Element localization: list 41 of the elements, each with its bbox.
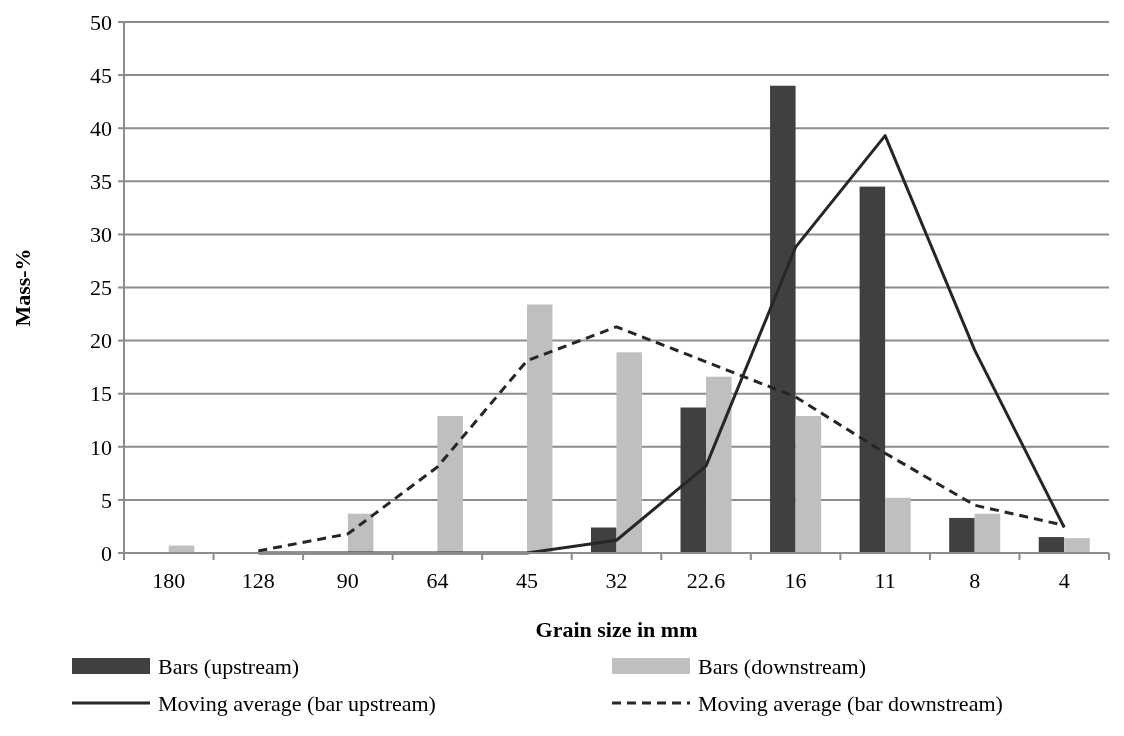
y-axis-title: Mass-% (10, 248, 35, 327)
y-tick-label: 15 (90, 381, 112, 407)
x-axis-title: Grain size in mm (535, 617, 698, 642)
bar (795, 416, 822, 553)
bar (680, 407, 707, 553)
x-tick-label: 90 (336, 568, 359, 593)
y-tick-label: 0 (101, 540, 112, 566)
y-tick-label: 20 (90, 328, 112, 354)
bar (1064, 538, 1090, 553)
x-tick-label: 128 (241, 568, 275, 593)
x-tick-label: 8 (969, 568, 981, 593)
y-tick-label: 5 (101, 487, 112, 513)
legend-label: Moving average (bar upstream) (158, 690, 436, 716)
bar (706, 376, 732, 553)
bar (949, 517, 975, 553)
x-tick-label: 180 (152, 568, 186, 593)
x-tick-label: 4 (1058, 568, 1070, 593)
y-tick-label: 45 (90, 62, 112, 88)
bar (1038, 537, 1065, 553)
legend-label: Moving average (bar downstream) (698, 690, 1003, 716)
x-tick-label: 64 (426, 568, 449, 593)
bar (526, 304, 553, 553)
y-tick-label: 30 (90, 222, 112, 248)
x-tick-label: 32 (605, 568, 628, 593)
bar (616, 352, 643, 553)
legend-label: Bars (upstream) (158, 653, 300, 679)
legend-label: Bars (downstream) (698, 653, 867, 679)
y-tick-label: 50 (90, 9, 112, 35)
x-tick-label: 16 (784, 568, 807, 593)
x-tick-label: 45 (515, 568, 538, 593)
y-tick-label: 10 (90, 434, 112, 460)
bar (885, 497, 911, 553)
bar (437, 416, 463, 553)
y-tick-label: 40 (90, 115, 112, 141)
bar (974, 513, 1001, 553)
x-tick-label: 11 (874, 568, 896, 593)
bar (770, 85, 796, 553)
y-tick-label: 35 (90, 169, 112, 194)
x-tick-label: 22.6 (686, 568, 726, 593)
bar (859, 186, 886, 553)
y-tick-label: 25 (90, 275, 112, 301)
